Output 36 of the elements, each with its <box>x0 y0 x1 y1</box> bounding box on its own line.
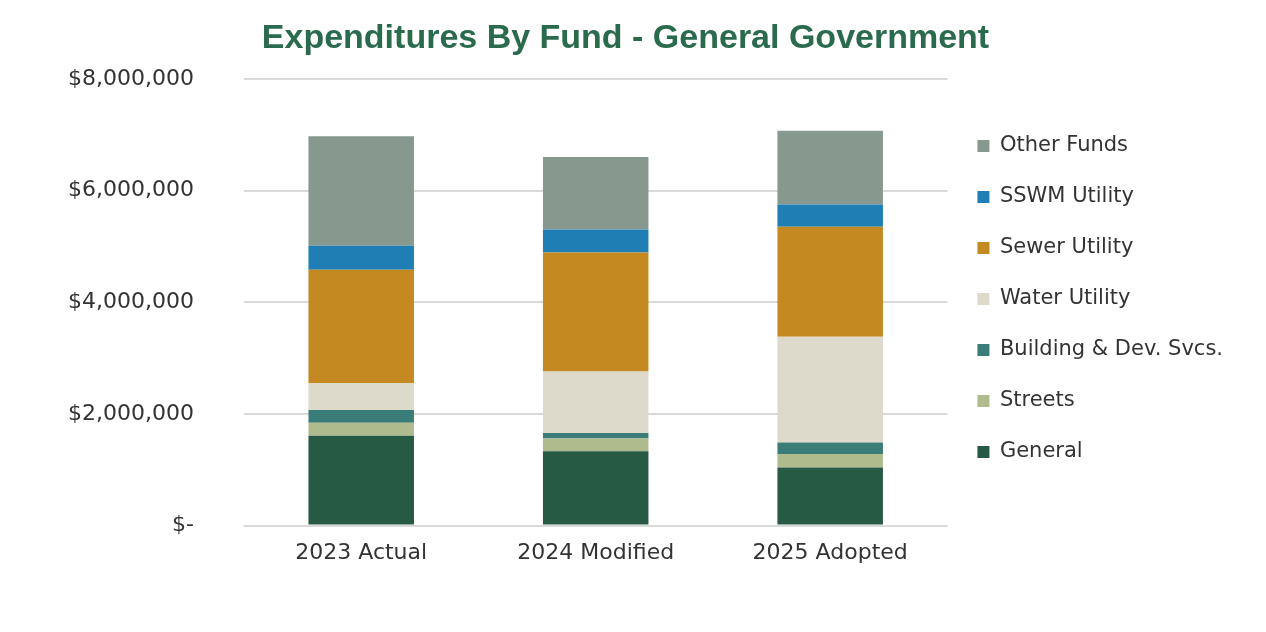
bar <box>777 467 883 525</box>
legend-label: General <box>999 438 1083 463</box>
bar <box>542 229 649 253</box>
x-tick-label: 2025 Adopted <box>752 538 908 564</box>
bar <box>308 409 414 423</box>
y-tick-label: $2,000,000 <box>67 399 194 425</box>
legend-label: Streets <box>999 387 1075 412</box>
bar <box>542 371 649 433</box>
bar <box>308 269 414 384</box>
bar <box>308 383 414 410</box>
bar <box>308 422 414 436</box>
bar <box>777 226 883 337</box>
legend-label: SSWM Utility <box>999 183 1134 208</box>
legend-label: Building & Dev. Svcs. <box>999 336 1223 361</box>
bar <box>777 454 883 468</box>
legend-label: Sewer Utility <box>999 234 1134 259</box>
y-tick-label: $8,000,000 <box>67 64 194 90</box>
bar <box>542 438 649 452</box>
bar <box>777 442 883 455</box>
chart-title: Expenditures By Fund - General Government <box>261 16 990 55</box>
bar <box>777 336 883 443</box>
x-tick-label: 2024 Modified <box>517 538 675 564</box>
bar <box>542 252 649 372</box>
bar <box>308 435 414 525</box>
x-tick-label: 2023 Actual <box>295 538 428 564</box>
bar <box>777 204 883 227</box>
y-tick-label: $6,000,000 <box>67 176 194 202</box>
bar <box>308 245 414 270</box>
legend-label: Other Funds <box>999 132 1129 157</box>
y-tick-label: $4,000,000 <box>67 287 194 313</box>
bar <box>542 451 649 525</box>
bar <box>777 130 883 205</box>
bar <box>542 156 649 230</box>
legend-label: Water Utility <box>999 285 1131 310</box>
bar <box>308 136 414 246</box>
y-tick-label: $- <box>172 511 194 537</box>
